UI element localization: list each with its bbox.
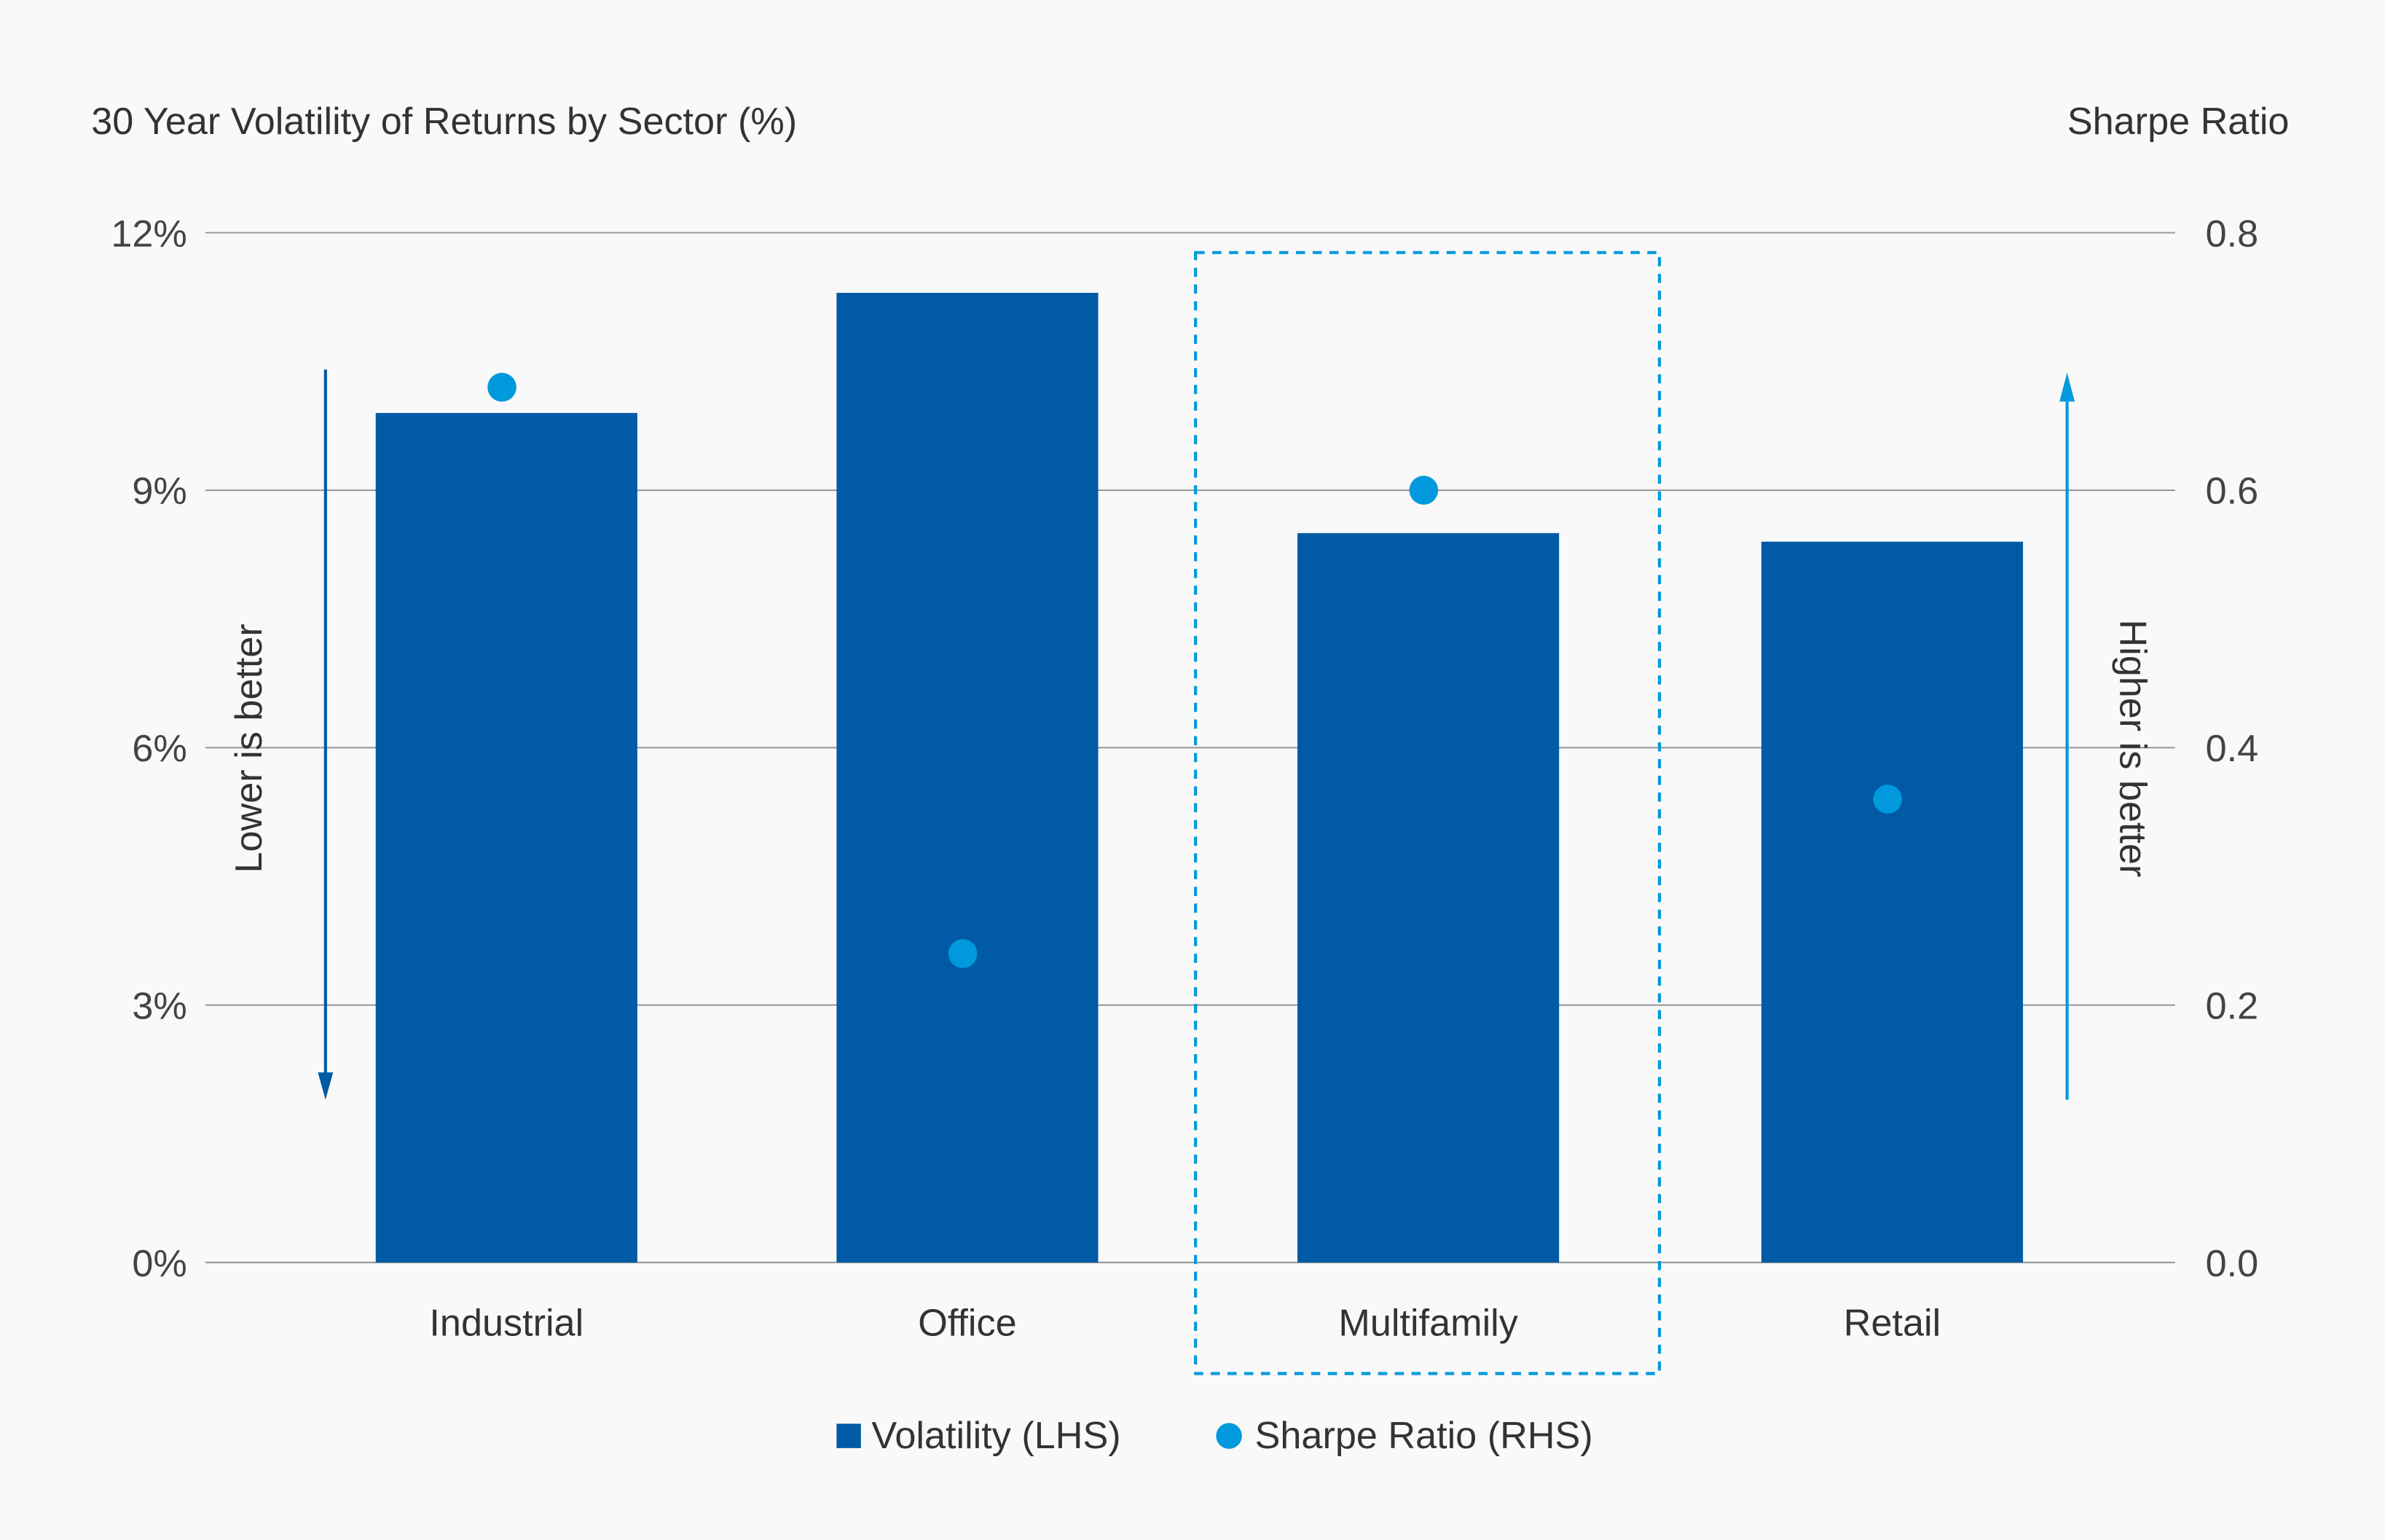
legend-swatch-volatility — [836, 1423, 861, 1448]
lower-is-better-label: Lower is better — [228, 624, 270, 873]
legend-label-volatility: Volatility (LHS) — [871, 1415, 1120, 1457]
y2-tick-label: 0.6 — [2206, 471, 2259, 513]
y2-tick-label: 0.4 — [2206, 728, 2259, 770]
x-axis: Industrial Office Multifamily Retail — [429, 1302, 1941, 1344]
y-tick-label: 9% — [132, 471, 186, 513]
higher-is-better-arrow — [2059, 372, 2075, 1100]
legend-label-sharpe: Sharpe Ratio (RHS) — [1255, 1415, 1593, 1457]
chart-title: 30 Year Volatility of Returns by Sector … — [91, 101, 797, 143]
bar-industrial — [375, 412, 637, 1263]
bar-retail — [1761, 541, 2024, 1263]
highlight-box — [1194, 251, 1662, 1375]
sharpe-points — [487, 372, 1903, 968]
y-tick-label: 0% — [132, 1243, 186, 1285]
sharpe-point-office — [948, 939, 978, 968]
x-tick-label: Industrial — [429, 1302, 584, 1344]
y2-tick-label: 0.2 — [2206, 985, 2259, 1027]
sharpe-point-retail — [1873, 785, 1903, 814]
lower-is-better-arrow — [318, 369, 334, 1100]
legend: Volatility (LHS) Sharpe Ratio (RHS) — [836, 1415, 1593, 1457]
y-tick-label: 3% — [132, 985, 186, 1027]
y2-tick-label: 0.0 — [2206, 1243, 2259, 1285]
x-tick-label: Retail — [1844, 1302, 1941, 1344]
y-axis: 0% 3% 6% 9% 12% — [111, 213, 186, 1285]
legend-swatch-sharpe — [1216, 1423, 1242, 1449]
y2-tick-label: 0.8 — [2206, 213, 2259, 255]
y-tick-label: 6% — [132, 728, 186, 770]
y2-axis: 0.0 0.2 0.4 0.6 0.8 — [2206, 213, 2259, 1285]
sharpe-point-multifamily — [1409, 476, 1439, 505]
x-tick-label: Office — [918, 1302, 1016, 1344]
bar-office — [836, 292, 1099, 1263]
y2-axis-title: Sharpe Ratio — [2067, 101, 2290, 143]
higher-is-better-label: Higher is better — [2112, 619, 2154, 877]
sharpe-point-industrial — [487, 372, 516, 402]
bar-multifamily — [1297, 533, 1560, 1263]
x-tick-label: Multifamily — [1338, 1302, 1517, 1344]
y-tick-label: 12% — [111, 213, 186, 255]
bars — [375, 292, 2024, 1263]
